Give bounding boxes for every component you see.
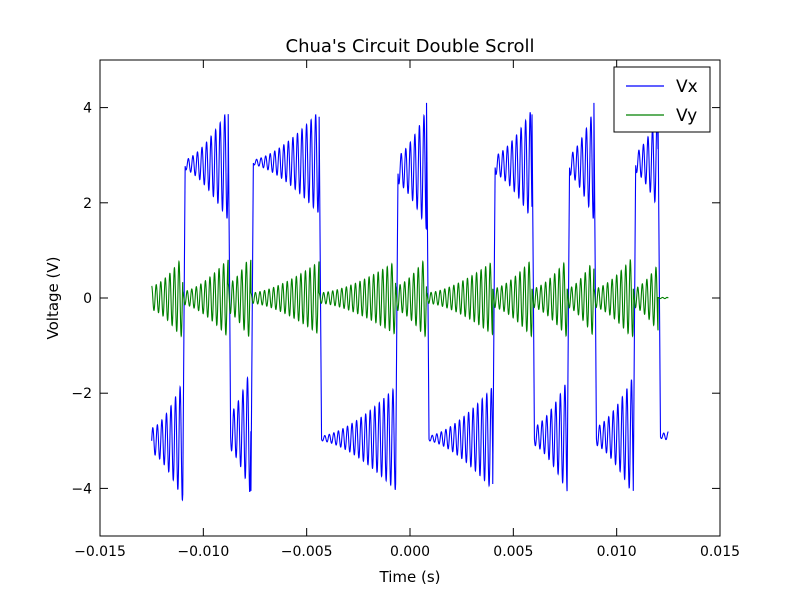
legend-box (613, 66, 711, 133)
y-axis: −4 −2 0 2 4 (71, 101, 720, 497)
x-axis-label: Time (s) (379, 568, 441, 586)
series-line-vx (151, 102, 669, 502)
x-tick-label: 0.010 (597, 544, 637, 560)
series-line-vy (151, 259, 669, 338)
y-tick-label: 4 (83, 101, 92, 117)
x-tick-label: 0.015 (700, 544, 740, 560)
series-group (151, 102, 669, 502)
x-axis: −0.015 −0.010 −0.005 0.000 0.005 0.010 0.015 (74, 60, 740, 560)
x-tick-label: 0.005 (493, 544, 533, 560)
x-tick-label: −0.005 (281, 544, 333, 560)
y-axis-label: Voltage (V) (44, 257, 62, 340)
x-tick-label: 0.000 (390, 544, 430, 560)
legend-entry-vx: Vx (676, 77, 698, 97)
y-tick-label: 2 (83, 196, 92, 212)
x-tick-label: −0.015 (74, 544, 126, 560)
chart-title: Chua's Circuit Double Scroll (286, 36, 535, 57)
y-tick-label: 0 (83, 291, 92, 307)
y-tick-label: −2 (71, 386, 92, 402)
y-tick-label: −4 (71, 481, 92, 497)
x-tick-label: −0.010 (177, 544, 229, 560)
legend: Vx Vy (613, 66, 711, 133)
legend-entry-vy: Vy (676, 106, 697, 126)
